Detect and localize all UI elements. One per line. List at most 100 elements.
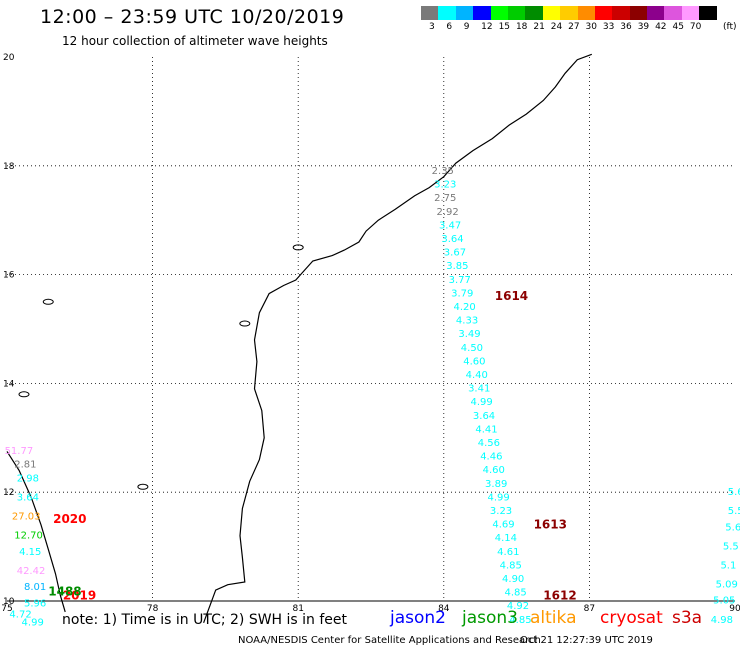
legend-swatch: 12: [473, 6, 493, 32]
swh-value: 27.03: [12, 511, 41, 522]
legend-swatch: 70: [681, 6, 701, 32]
legend-swatch: 39: [629, 6, 649, 32]
satellite-label-jason2: jason2: [390, 608, 446, 628]
legend-unit: (ft): [723, 22, 737, 32]
swh-value: 5.09: [716, 579, 738, 590]
island-outline: [18, 391, 30, 398]
swh-value: 5.6: [728, 487, 740, 498]
island-outline: [292, 244, 304, 251]
legend-swatch: 3: [421, 6, 439, 32]
swh-value: 5.96: [24, 598, 46, 609]
legend-swatch: 30: [577, 6, 597, 32]
swh-value: 2.35: [432, 166, 454, 177]
swh-value: 4.56: [478, 438, 500, 449]
swh-value: 4.50: [461, 343, 483, 354]
swh-value: 3.89: [485, 479, 507, 490]
swh-value: 12.70: [14, 530, 43, 541]
legend-label: 9: [463, 22, 470, 32]
x-tick-label: 81: [292, 604, 303, 614]
swh-value: 4.85: [509, 615, 531, 626]
swh-value: 5.1: [720, 560, 736, 571]
swh-value: 4.85: [500, 560, 522, 571]
swh-value: 5.6: [725, 522, 740, 533]
swh-value: 3.85: [446, 261, 468, 272]
swh-value: 4.14: [495, 533, 517, 544]
legend-label: 12: [481, 22, 493, 32]
y-tick-label: 16: [3, 271, 15, 281]
x-tick-label: 78: [147, 604, 159, 614]
legend-swatch: 42: [647, 6, 667, 32]
legend-label: 24: [550, 22, 563, 32]
swh-value: 4.33: [456, 316, 478, 327]
legend-label: 45: [672, 22, 684, 32]
generated-timestamp: Oct 21 12:27:39 UTC 2019: [520, 635, 653, 646]
x-tick-label: 75: [1, 604, 12, 614]
swh-value: 4.99: [487, 492, 509, 503]
swh-value: 3.64: [441, 234, 463, 245]
swh-value: 4.60: [463, 356, 485, 367]
swh-value: 4.99: [22, 617, 44, 628]
island-outline: [137, 483, 149, 490]
swh-value: 2.98: [17, 473, 39, 484]
swh-value: 5.5: [723, 541, 739, 552]
legend-swatch: 45: [664, 6, 684, 32]
legend-swatch: 18: [507, 6, 527, 32]
swh-value: 4.85: [504, 588, 526, 599]
y-tick-label: 18: [3, 162, 15, 172]
map-title: 12:00 – 23:59 UTC 10/20/2019: [40, 6, 345, 28]
x-tick-label: 90: [729, 604, 740, 614]
swh-value: 8.01: [24, 582, 46, 593]
legend-label: 18: [515, 22, 528, 32]
swh-value: 3.64: [17, 492, 39, 503]
island-outline: [239, 320, 251, 327]
legend-label: 15: [498, 22, 511, 32]
track-number-label: 1488: [48, 585, 81, 599]
credit-line: NOAA/NESDIS Center for Satellite Applica…: [238, 635, 541, 646]
swh-value: 4.69: [492, 520, 514, 531]
swh-value: 3.49: [458, 329, 480, 340]
swh-value: 4.99: [470, 397, 492, 408]
swh-value: 3.67: [444, 248, 466, 259]
legend-swatch: 36: [612, 6, 632, 32]
units-note: note: 1) Time is in UTC; 2) SWH is in fe…: [62, 612, 348, 628]
satellite-label-jason3: jason3: [462, 608, 518, 628]
track-number-label: 2019: [63, 588, 96, 602]
swh-value: 2.75: [434, 193, 456, 204]
swh-value: 4.20: [454, 302, 476, 313]
legend-swatch: 9: [455, 6, 474, 32]
satellite-label-s3a: s3a: [672, 608, 703, 628]
satellite-label-cryosat: cryosat: [600, 608, 663, 628]
swh-value: 4.90: [502, 574, 524, 585]
legend-label: 27: [568, 22, 580, 32]
legend-label: 70: [689, 22, 702, 32]
legend-label: 6: [446, 22, 453, 32]
map-subtitle: 12 hour collection of altimeter wave hei…: [62, 34, 328, 48]
legend-swatch: 27: [560, 6, 580, 32]
swh-value: 3.23: [434, 180, 456, 191]
legend-label: 33: [602, 22, 615, 32]
legend-swatch: 33: [594, 6, 614, 32]
islands: [18, 244, 304, 490]
swh-value: 4.92: [507, 601, 529, 612]
swh-value: 4.60: [483, 465, 505, 476]
swh-value: 4.46: [480, 452, 502, 463]
track-number-label: 1613: [534, 518, 567, 532]
legend-swatch: 24: [542, 6, 562, 32]
track-number-label: 1612: [543, 588, 576, 602]
legend-label: 30: [585, 22, 597, 32]
swh-value: 4.15: [19, 547, 41, 558]
swh-value: 3.41: [468, 384, 490, 395]
legend-swatch: 6: [438, 6, 456, 32]
y-tick-label: 10: [3, 597, 15, 607]
track-number-label: 1614: [495, 289, 528, 303]
legend-swatch: [699, 6, 717, 20]
swh-value: 4.41: [475, 424, 497, 435]
coastline-east: [203, 53, 593, 624]
y-tick-label: 14: [3, 379, 15, 389]
swh-value: 3.77: [449, 275, 471, 286]
swh-value: 5.5: [728, 506, 740, 517]
swh-value: 4.98: [711, 615, 733, 626]
swh-value: 4.72: [9, 609, 31, 620]
